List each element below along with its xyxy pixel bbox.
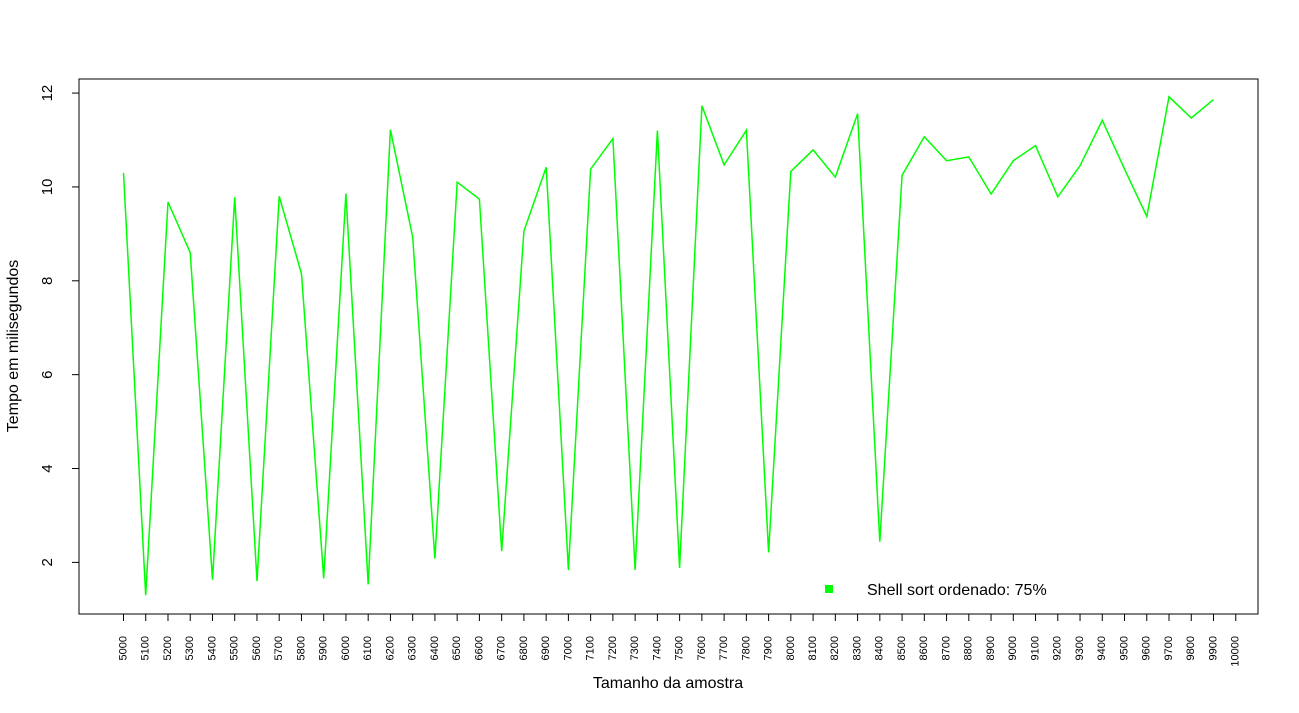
x-tick-label: 8300 (851, 636, 863, 660)
x-tick-label: 6900 (540, 636, 552, 660)
y-tick-label: 4 (39, 464, 56, 472)
x-tick-label: 9000 (1007, 636, 1019, 660)
x-tick-label: 7100 (585, 636, 597, 660)
legend: Shell sort ordenado: 75% (825, 582, 1047, 599)
x-tick-label: 7400 (651, 636, 663, 660)
x-tick-label: 8100 (807, 636, 819, 660)
x-tick-label: 5100 (140, 636, 152, 660)
x-tick-label: 7500 (674, 636, 686, 660)
x-tick-label: 7700 (718, 636, 730, 660)
x-tick-label: 6200 (384, 636, 396, 660)
x-tick-label: 5300 (184, 636, 196, 660)
x-tick-label: 9500 (1118, 636, 1130, 660)
y-tick-label: 10 (39, 179, 56, 196)
x-tick-label: 8800 (963, 636, 975, 660)
x-tick-label: 9900 (1207, 636, 1219, 660)
x-tick-label: 5000 (117, 636, 129, 660)
x-tick-label: 9400 (1096, 636, 1108, 660)
x-tick-label: 7900 (763, 636, 775, 660)
x-tick-label: 7600 (696, 636, 708, 660)
x-tick-label: 5900 (318, 636, 330, 660)
x-tick-label: 8700 (940, 636, 952, 660)
x-tick-label: 6500 (451, 636, 463, 660)
x-tick-label: 8000 (785, 636, 797, 660)
x-tick-label: 6300 (407, 636, 419, 660)
x-tick-label: 5200 (162, 636, 174, 660)
series-line (122, 95, 1214, 596)
x-tick-label: 5800 (295, 636, 307, 660)
x-tick-label: 9100 (1029, 636, 1041, 660)
x-tick-label: 8900 (985, 636, 997, 660)
legend-swatch (825, 585, 833, 593)
x-tick-label: 9700 (1163, 636, 1175, 660)
x-tick-label: 6400 (429, 636, 441, 660)
x-tick-label: 9200 (1052, 636, 1064, 660)
y-axis-label: Tempo em milisegundos (5, 260, 22, 433)
x-tick-label: 9800 (1185, 636, 1197, 660)
x-tick-label: 7000 (562, 636, 574, 660)
x-tick-label: 7800 (740, 636, 752, 660)
x-tick-label: 7300 (629, 636, 641, 660)
x-tick-label: 6600 (473, 636, 485, 660)
x-tick-label: 5500 (229, 636, 241, 660)
x-axis: 5000 5100 5200 5300 5400 5500 5600 5700 5800 5900… (117, 613, 1242, 667)
x-tick-label: 6700 (496, 636, 508, 660)
x-tick-label: 9600 (1141, 636, 1153, 660)
x-tick-label: 9300 (1074, 636, 1086, 660)
x-tick-label: 7200 (607, 636, 619, 660)
x-tick-label: 10000 (1230, 636, 1242, 667)
x-tick-label: 6800 (518, 636, 530, 660)
x-axis-label: Tamanho da amostra (593, 675, 743, 692)
y-tick-label: 12 (39, 85, 56, 102)
x-tick-label: 6100 (362, 636, 374, 660)
legend-label: Shell sort ordenado: 75% (867, 582, 1047, 599)
x-tick-label: 8600 (918, 636, 930, 660)
y-tick-label: 8 (39, 277, 56, 285)
y-tick-label: 2 (39, 558, 56, 566)
x-tick-label: 8500 (896, 636, 908, 660)
x-tick-label: 8400 (874, 636, 886, 660)
y-axis: 2 4 6 8 10 12 (39, 85, 79, 567)
series-layer (122, 95, 1214, 596)
x-tick-label: 5700 (273, 636, 285, 660)
x-tick-label: 8200 (829, 636, 841, 660)
y-tick-label: 6 (39, 370, 56, 378)
x-tick-label: 6000 (340, 636, 352, 660)
x-tick-label: 5600 (251, 636, 263, 660)
x-tick-label: 5400 (206, 636, 218, 660)
